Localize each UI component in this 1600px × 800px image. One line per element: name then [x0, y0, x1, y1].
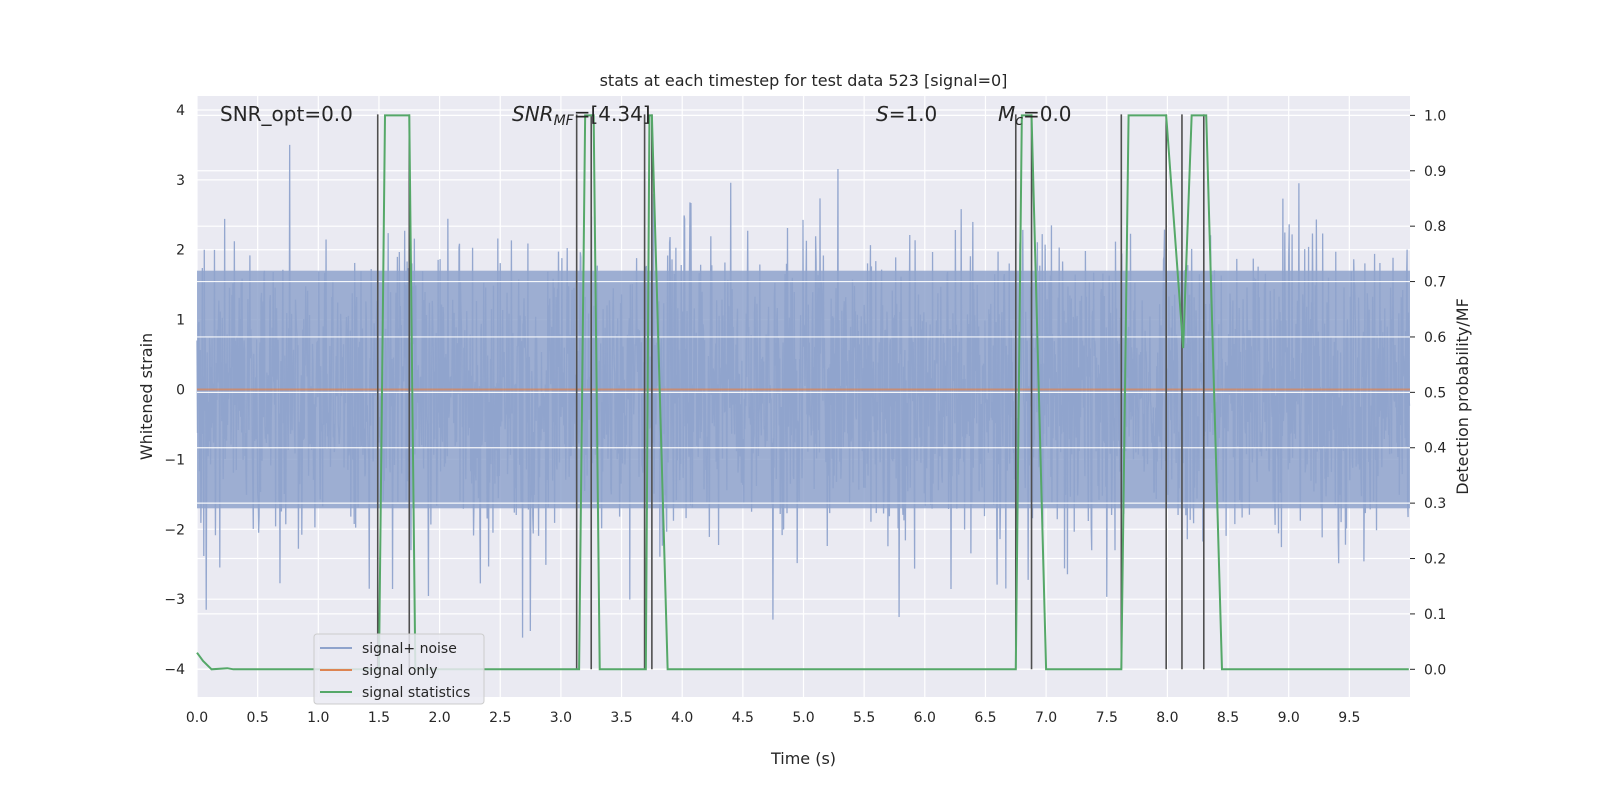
y-tick-label-left: −2 [164, 522, 185, 538]
x-tick-label: 9.5 [1338, 710, 1360, 726]
chart-title: stats at each timestep for test data 523… [600, 71, 1008, 90]
y-tick-label-left: 0 [176, 383, 185, 399]
y-axis-label-right: Detection probability/MF [1453, 298, 1472, 495]
y-tick-label-right: 0.3 [1424, 496, 1446, 512]
y-tick-label-right: 0.2 [1424, 552, 1446, 568]
x-tick-label: 8.5 [1217, 710, 1239, 726]
legend-label-signal-statistics: signal statistics [362, 685, 470, 701]
y-tick-label-right: 0.5 [1424, 385, 1446, 401]
y-tick-label-right: 0.9 [1424, 164, 1446, 180]
x-tick-label: 4.5 [732, 710, 754, 726]
legend: signal+ noise signal only signal statist… [313, 633, 485, 705]
tick-labels: 0.0 0.5 1.0 1.5 2.0 2.5 3.0 3.5 4.0 4.5 5.0 5.5 6.0 6… [164, 103, 1446, 726]
x-tick-label: 9.0 [1278, 710, 1300, 726]
y-tick-label-right: 1.0 [1424, 108, 1446, 124]
x-tick-label: 1.0 [307, 710, 329, 726]
annotation-snr-opt: SNR_opt=0.0 [220, 102, 353, 126]
y-axis-label-left: Whitened strain [137, 333, 156, 460]
x-tick-label: 4.0 [671, 710, 693, 726]
y-tick-label-left: 3 [176, 173, 185, 189]
noise-trace [196, 144, 1411, 638]
x-tick-label: 7.0 [1035, 710, 1057, 726]
y-tick-label-left: −1 [164, 452, 185, 468]
y-tick-label-left: −4 [164, 662, 185, 678]
x-tick-label: 5.5 [853, 710, 875, 726]
y-tick-label-left: 1 [176, 313, 185, 329]
legend-box [313, 633, 485, 705]
y-tick-label-left: −3 [164, 592, 185, 608]
x-axis-label: Time (s) [770, 749, 836, 768]
y-tick-label-right: 0.0 [1424, 662, 1446, 678]
x-tick-label: 8.0 [1156, 710, 1178, 726]
x-tick-label: 3.5 [610, 710, 632, 726]
detection-markers [376, 114, 1205, 670]
legend-label-signal-only: signal only [362, 663, 437, 679]
legend-label-signal-noise: signal+ noise [362, 641, 457, 657]
y-tick-label-left: 2 [176, 243, 185, 259]
x-tick-label: 0.5 [247, 710, 269, 726]
y-tick-label-left: 4 [176, 103, 185, 119]
x-tick-label: 1.5 [368, 710, 390, 726]
x-tick-label: 6.0 [914, 710, 936, 726]
annotation-mc: Mc=0.0 [998, 102, 1072, 129]
x-tick-label: 2.0 [428, 710, 450, 726]
y-tick-label-right: 0.4 [1424, 441, 1446, 457]
x-tick-label: 5.0 [792, 710, 814, 726]
annotation-s: S=1.0 [876, 102, 937, 126]
x-tick-label: 7.5 [1096, 710, 1118, 726]
y-tick-label-right: 0.8 [1424, 219, 1446, 235]
y-tick-label-right: 0.7 [1424, 275, 1446, 291]
y-tick-label-right: 0.6 [1424, 330, 1446, 346]
x-tick-label: 3.0 [550, 710, 572, 726]
x-tick-label: 6.5 [974, 710, 996, 726]
y-tick-label-right: 0.1 [1424, 607, 1446, 623]
x-tick-label: 2.5 [489, 710, 511, 726]
x-tick-label: 0.0 [186, 710, 208, 726]
annotation-snr-mf: SNRMF=[4.34] [512, 102, 651, 129]
